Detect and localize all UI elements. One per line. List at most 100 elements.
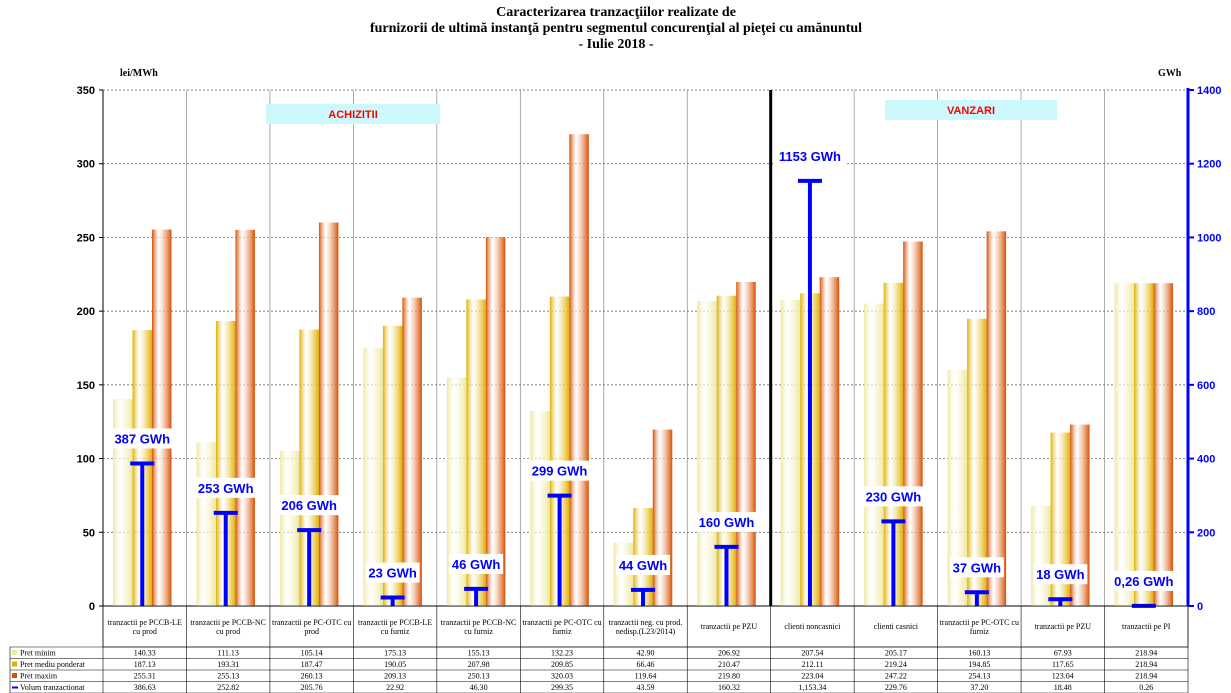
bar <box>864 303 884 606</box>
y2-tick-label: 1400 <box>1197 85 1221 97</box>
table-cell: 67.93 <box>1054 649 1072 658</box>
y2-tick-label: 600 <box>1197 380 1215 392</box>
data-label-box <box>449 553 504 574</box>
x-tick-label: tranzactii pe PZU <box>700 622 758 631</box>
data-label-box <box>1108 570 1179 591</box>
table-cell: 320.03 <box>551 672 573 681</box>
y2-tick-label: 800 <box>1197 306 1215 318</box>
table-cell: 255.13 <box>217 672 239 681</box>
x-tick-label: tranzactii pe PC-OTC cu furniz <box>939 617 1019 636</box>
legend-label: Pret maxim <box>20 672 58 681</box>
table-cell: 260.13 <box>301 672 323 681</box>
bar <box>1050 432 1071 606</box>
data-label-box <box>695 511 758 532</box>
table-cell: 205.76 <box>301 683 323 692</box>
annotation-box <box>885 100 1057 120</box>
bar <box>363 347 383 606</box>
bar <box>697 300 717 606</box>
table-cell: 66.46 <box>637 660 655 669</box>
data-label-box <box>194 477 257 498</box>
table-cell: 105.14 <box>301 649 323 658</box>
table-cell: 46.30 <box>470 683 488 692</box>
table-cell: 140.33 <box>134 649 156 658</box>
x-tick-label: tranzactii pe PI <box>1122 622 1171 631</box>
x-tick-label: clienti casnici <box>873 622 918 631</box>
table-cell: 206.92 <box>718 649 740 658</box>
data-label: 1153 GWh <box>779 149 841 164</box>
table-cell: 22.92 <box>386 683 404 692</box>
table-cell: 254.13 <box>968 672 990 681</box>
table-cell: 190.05 <box>384 660 406 669</box>
legend-key <box>12 661 17 667</box>
data-label: 18 GWh <box>1036 567 1084 582</box>
bar <box>279 450 300 606</box>
data-label: 37 GWh <box>953 560 1001 575</box>
bar <box>485 237 506 606</box>
table-cell: 250.13 <box>468 672 490 681</box>
table-cell: 193.31 <box>217 660 239 669</box>
x-tick-label: tranzactii neg. cu prod. nedisp.(L23/201… <box>608 617 683 636</box>
bar <box>299 329 319 606</box>
table-cell: 218.94 <box>1135 649 1157 658</box>
data-label-box <box>616 554 671 575</box>
table-cell: 209.13 <box>384 672 406 681</box>
table-cell: 0.26 <box>1139 683 1153 692</box>
table-cell: 43.59 <box>637 683 655 692</box>
y-tick-label: 350 <box>77 85 95 97</box>
data-label: 206 GWh <box>281 498 337 513</box>
data-label: 230 GWh <box>866 489 922 504</box>
table-cell: 299.35 <box>551 683 573 692</box>
table-cell: 386.63 <box>134 683 156 692</box>
bar <box>652 429 673 606</box>
legend-key <box>12 686 18 689</box>
data-label-box <box>528 460 591 481</box>
table-cell: 205.17 <box>885 649 907 658</box>
legend-key <box>12 650 17 655</box>
x-tick-label: tranzactii pe PCCB-NC cu furniz <box>440 617 517 636</box>
bar <box>196 442 216 606</box>
y2-tick-label: 200 <box>1197 527 1215 539</box>
bar <box>569 134 589 607</box>
chart-title: - Iulie 2018 - <box>578 37 653 52</box>
table-cell: 187.13 <box>134 660 156 669</box>
bar <box>152 229 172 607</box>
table-cell: 119.64 <box>635 672 657 681</box>
data-label: 160 GWh <box>699 515 755 530</box>
x-tick-label: tranzactii pe PCCB-NC cu prod <box>190 617 266 636</box>
table-cell: 210.47 <box>718 660 740 669</box>
table-cell: 18.48 <box>1054 683 1072 692</box>
data-label-box <box>949 557 1004 578</box>
x-tick-label: tranzactii pe PZU <box>1034 622 1091 631</box>
bar <box>736 281 756 606</box>
bar <box>947 369 968 606</box>
bar <box>113 399 133 606</box>
data-label-box <box>1033 564 1088 585</box>
annotation: VANZARI <box>947 105 995 117</box>
table-cell: 155.13 <box>468 649 490 658</box>
legend-key <box>12 673 17 678</box>
table-cell: 117.65 <box>1052 660 1074 669</box>
x-tick-label: tranzactii pe PC-OTC cu furniz <box>522 617 602 636</box>
legend-label: Pret minim <box>20 649 57 658</box>
table-cell: 187.47 <box>301 660 323 669</box>
y2-tick-label: 400 <box>1197 454 1215 466</box>
bar <box>1070 424 1090 606</box>
table-cell: 37.20 <box>970 683 988 692</box>
bar <box>967 318 987 606</box>
bar <box>549 296 570 606</box>
data-label-box <box>278 495 341 516</box>
y2-tick-label: 0 <box>1197 601 1203 613</box>
annotation-box <box>266 104 440 124</box>
x-tick-label: tranzactii pe PCCB-LE cu furniz <box>358 617 433 636</box>
y-tick-label: 300 <box>77 159 95 171</box>
y-axis-label: lei/MWh <box>120 68 158 79</box>
bar <box>1114 283 1135 606</box>
bar <box>986 231 1007 606</box>
bar <box>318 222 339 606</box>
table-cell: 160.32 <box>718 683 740 692</box>
table-cell: 207.54 <box>801 649 823 658</box>
x-tick-label: tranzactii pe PC-OTC cu prod <box>271 617 352 636</box>
table-cell: 175.13 <box>384 649 406 658</box>
table-cell: 209.85 <box>551 660 573 669</box>
